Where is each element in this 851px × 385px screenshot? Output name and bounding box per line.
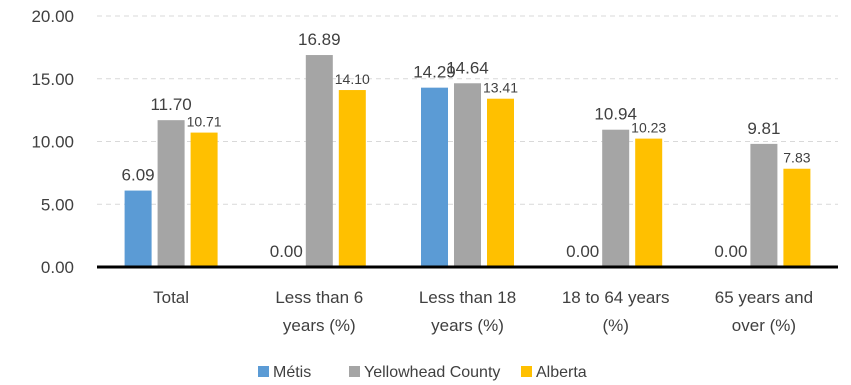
bar — [487, 98, 514, 267]
category-labels: Total Less than 6 years (%) Less than 18 yea… — [153, 288, 813, 335]
bar — [338, 90, 366, 267]
data-label: 13.41 — [483, 80, 518, 96]
legend: Métis Yellowhead County Alberta — [258, 364, 587, 381]
bar — [454, 83, 481, 267]
legend-swatch — [258, 366, 269, 377]
bar — [190, 132, 218, 267]
category-label: 18 to 64 years — [562, 288, 670, 307]
data-label: 10.23 — [631, 120, 666, 136]
data-label: 7.83 — [783, 150, 810, 166]
legend-swatch — [521, 366, 532, 377]
bar — [124, 190, 152, 267]
category-label: years (%) — [431, 316, 504, 335]
legend-swatch — [349, 366, 360, 377]
bar — [783, 168, 811, 267]
category-label: (%) — [602, 316, 628, 335]
data-label: 11.70 — [150, 95, 191, 114]
category-label: over (%) — [732, 316, 796, 335]
data-label: 10.94 — [594, 105, 637, 124]
legend-label: Yellowhead County — [364, 364, 500, 381]
y-tick-label: 10.00 — [31, 133, 74, 152]
data-label: 10.71 — [187, 114, 222, 130]
bar — [602, 129, 630, 267]
bar — [421, 87, 448, 268]
data-label: 9.81 — [747, 119, 780, 138]
bars — [124, 55, 811, 268]
data-label: 14.10 — [335, 71, 370, 87]
legend-label: Métis — [273, 364, 311, 381]
data-label: 14.29 — [413, 63, 456, 82]
y-axis-ticks: 0.00 5.00 10.00 15.00 20.00 — [31, 7, 74, 277]
bar — [750, 143, 778, 267]
bar — [635, 138, 663, 267]
data-label: 0.00 — [714, 242, 747, 261]
data-label: 14.64 — [446, 58, 489, 77]
bar — [305, 55, 333, 267]
y-tick-label: 5.00 — [41, 195, 74, 214]
y-tick-label: 0.00 — [41, 258, 74, 277]
category-label: 65 years and — [715, 288, 813, 307]
data-label: 16.89 — [298, 30, 341, 49]
data-label: 6.09 — [122, 166, 155, 185]
y-tick-label: 20.00 — [31, 7, 74, 26]
category-label: Less than 6 — [275, 288, 363, 307]
category-label: years (%) — [283, 316, 356, 335]
bar — [157, 120, 185, 267]
category-label: Total — [153, 288, 189, 307]
data-label: 0.00 — [270, 242, 303, 261]
data-label: 0.00 — [566, 242, 599, 261]
y-tick-label: 15.00 — [31, 70, 74, 89]
legend-label: Alberta — [536, 364, 587, 381]
category-label: Less than 18 — [419, 288, 516, 307]
